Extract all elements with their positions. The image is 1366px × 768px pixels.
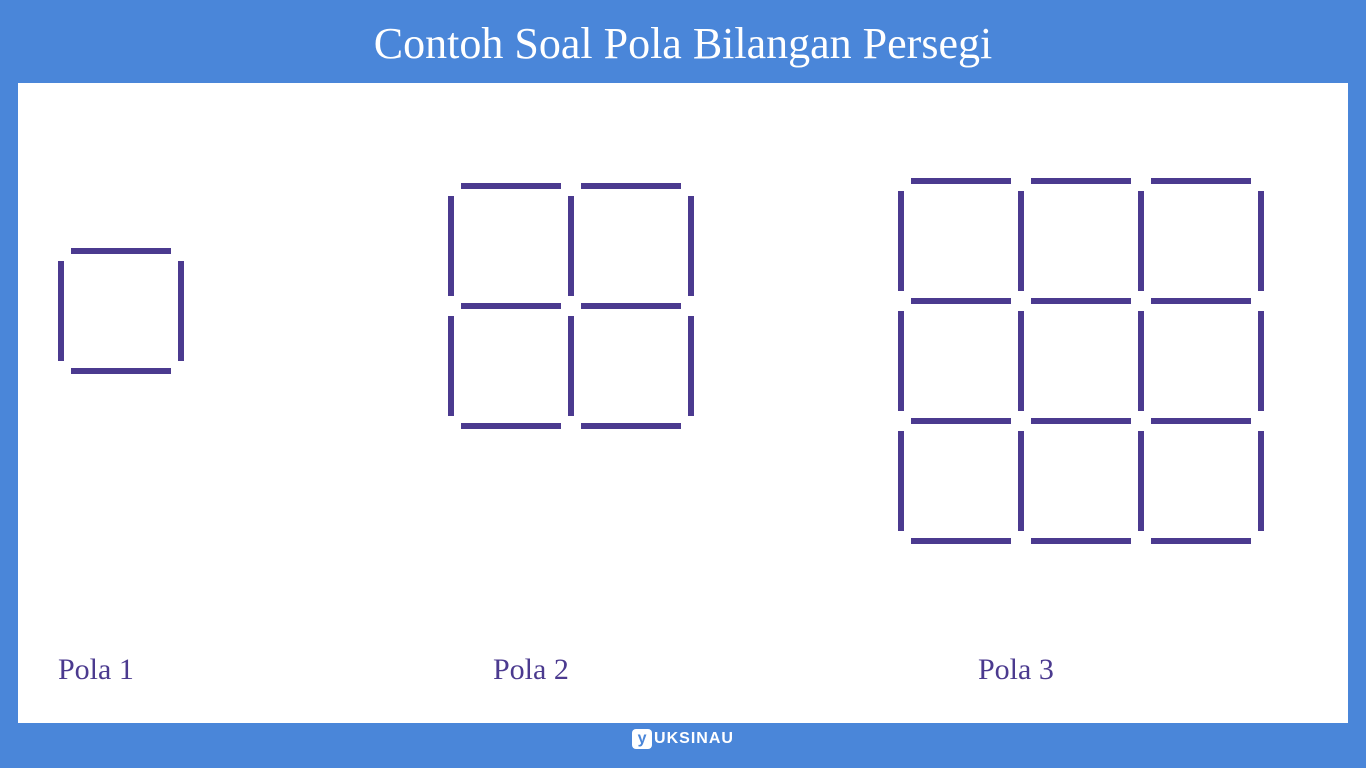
pattern-label-3: Pola 3 <box>978 653 1054 687</box>
pattern-label-2: Pola 2 <box>493 653 569 687</box>
pattern-1 <box>58 248 184 374</box>
logo-badge-icon: y <box>632 729 652 749</box>
matchstick-grid-3 <box>898 178 1264 544</box>
pattern-2 <box>448 183 694 429</box>
diagram-canvas: Pola 1 Pola 2 Pola 3 <box>18 83 1348 723</box>
infographic-frame: Contoh Soal Pola Bilangan Persegi Pola 1… <box>0 0 1366 768</box>
matchstick-grid-1 <box>58 248 184 374</box>
pattern-label-1: Pola 1 <box>58 653 134 687</box>
logo-text: UKSINAU <box>654 730 734 748</box>
pattern-3 <box>898 178 1264 544</box>
footer-logo: y UKSINAU <box>0 723 1366 749</box>
page-title: Contoh Soal Pola Bilangan Persegi <box>374 0 992 83</box>
matchstick-grid-2 <box>448 183 694 429</box>
